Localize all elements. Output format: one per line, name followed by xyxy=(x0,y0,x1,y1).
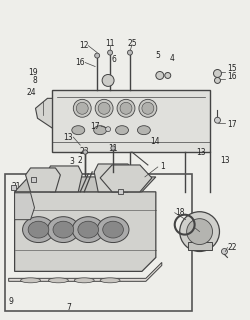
Text: 13: 13 xyxy=(64,132,73,142)
Circle shape xyxy=(214,117,220,123)
Circle shape xyxy=(95,99,112,117)
Text: 10: 10 xyxy=(194,223,203,232)
Text: 23: 23 xyxy=(79,147,89,156)
Circle shape xyxy=(127,50,132,55)
Circle shape xyxy=(155,71,163,79)
Circle shape xyxy=(105,127,110,132)
Circle shape xyxy=(94,53,99,58)
Polygon shape xyxy=(14,192,155,271)
Circle shape xyxy=(83,150,87,154)
Circle shape xyxy=(102,75,114,86)
Ellipse shape xyxy=(72,217,104,243)
Polygon shape xyxy=(14,177,155,192)
Ellipse shape xyxy=(47,217,79,243)
Circle shape xyxy=(107,50,112,55)
Text: 24: 24 xyxy=(27,88,36,97)
Bar xyxy=(5,174,191,311)
Polygon shape xyxy=(46,166,82,192)
Text: 13: 13 xyxy=(196,148,205,156)
Ellipse shape xyxy=(93,126,106,135)
Ellipse shape xyxy=(28,221,49,238)
Ellipse shape xyxy=(137,126,150,135)
Ellipse shape xyxy=(53,221,74,238)
Ellipse shape xyxy=(100,278,119,283)
Circle shape xyxy=(73,99,91,117)
Polygon shape xyxy=(14,193,34,220)
Ellipse shape xyxy=(97,217,128,243)
Text: 15: 15 xyxy=(226,64,236,73)
Text: 7: 7 xyxy=(66,303,70,312)
Text: 2: 2 xyxy=(78,156,82,164)
Circle shape xyxy=(214,77,220,84)
Text: 21: 21 xyxy=(114,190,123,199)
Text: 17: 17 xyxy=(226,120,236,129)
Ellipse shape xyxy=(74,278,94,283)
Text: 21: 21 xyxy=(122,184,131,193)
Text: 19: 19 xyxy=(28,68,37,77)
Text: 5: 5 xyxy=(154,51,159,60)
Circle shape xyxy=(110,146,115,150)
Text: 12: 12 xyxy=(78,41,88,50)
Text: 25: 25 xyxy=(127,39,136,48)
Text: 3: 3 xyxy=(70,157,74,166)
Circle shape xyxy=(164,73,170,78)
Circle shape xyxy=(213,69,220,77)
Text: 16: 16 xyxy=(226,72,236,81)
Circle shape xyxy=(98,102,110,114)
Text: 13: 13 xyxy=(220,156,229,164)
Text: 11: 11 xyxy=(105,39,115,48)
Ellipse shape xyxy=(22,217,54,243)
Ellipse shape xyxy=(102,221,123,238)
Circle shape xyxy=(141,102,153,114)
Polygon shape xyxy=(26,168,60,192)
Circle shape xyxy=(116,99,134,117)
Ellipse shape xyxy=(115,126,128,135)
Polygon shape xyxy=(100,165,151,192)
Text: 20: 20 xyxy=(32,174,42,183)
Text: 6: 6 xyxy=(111,55,116,64)
Circle shape xyxy=(138,99,156,117)
Ellipse shape xyxy=(78,221,98,238)
Ellipse shape xyxy=(72,126,85,135)
Bar xyxy=(187,242,211,250)
Text: 8: 8 xyxy=(32,76,37,85)
Circle shape xyxy=(76,102,88,114)
Circle shape xyxy=(186,219,212,244)
Bar xyxy=(30,177,36,182)
Text: 22: 22 xyxy=(226,243,236,252)
Bar xyxy=(52,90,209,152)
Polygon shape xyxy=(35,98,52,128)
Bar xyxy=(118,189,122,194)
Polygon shape xyxy=(8,262,161,281)
Text: 11: 11 xyxy=(108,144,117,153)
Ellipse shape xyxy=(20,278,40,283)
Text: 9: 9 xyxy=(8,297,14,306)
Circle shape xyxy=(120,102,132,114)
Text: 18: 18 xyxy=(174,208,184,217)
Bar xyxy=(10,185,16,190)
Circle shape xyxy=(220,249,226,254)
Polygon shape xyxy=(94,164,132,192)
Text: 17: 17 xyxy=(90,122,100,131)
Ellipse shape xyxy=(48,278,68,283)
Text: 21: 21 xyxy=(11,182,20,191)
Text: 14: 14 xyxy=(149,137,159,146)
Text: 16: 16 xyxy=(75,58,85,67)
Text: 4: 4 xyxy=(169,54,174,63)
Circle shape xyxy=(179,212,218,252)
Text: 1: 1 xyxy=(159,163,164,172)
